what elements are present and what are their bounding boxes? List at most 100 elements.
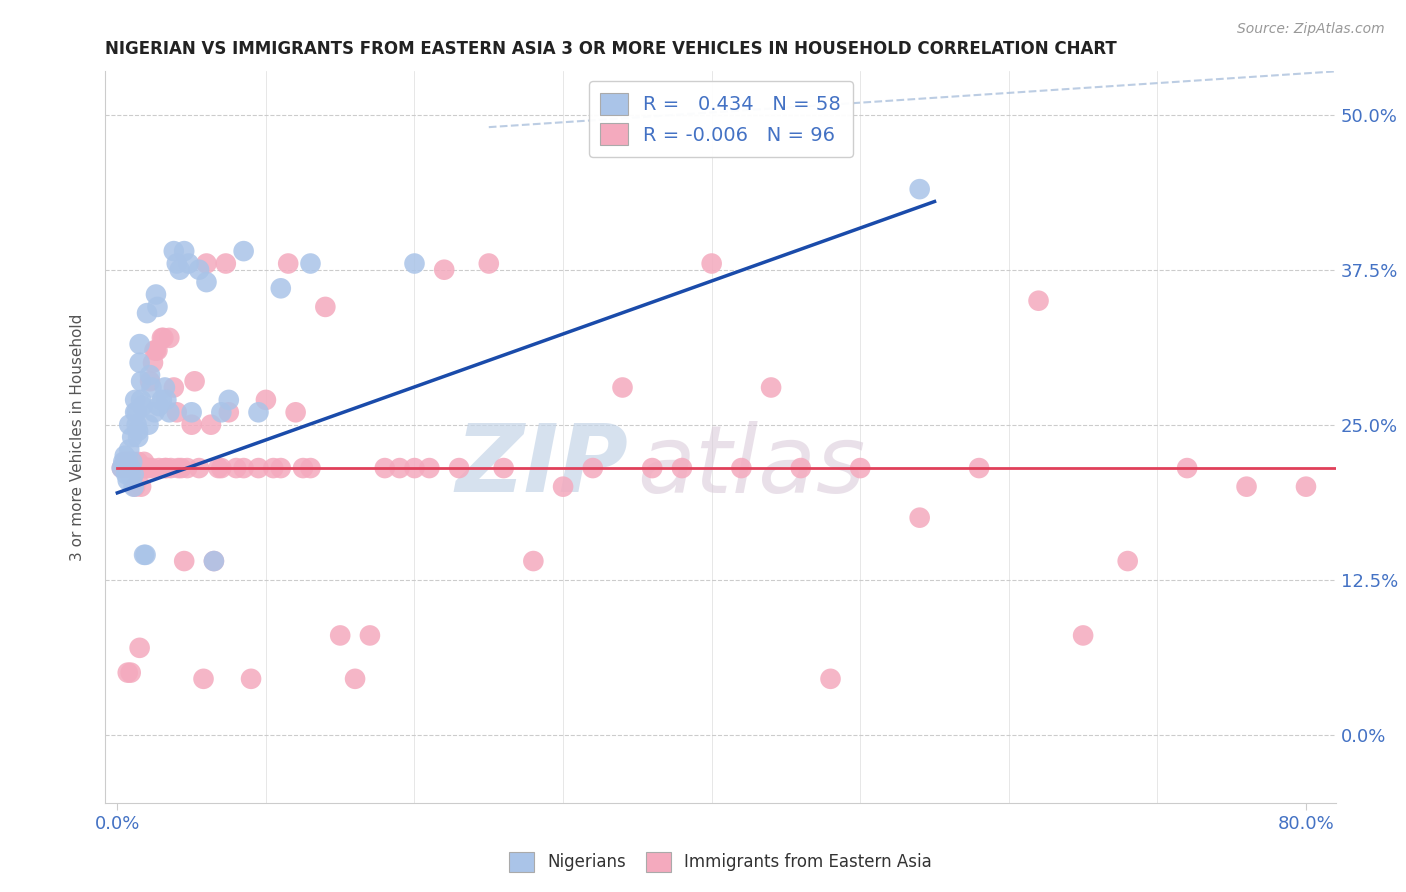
Point [121, 455, 143, 469]
Point [136, 461, 159, 475]
Point [127, 455, 149, 469]
Point [270, 461, 292, 475]
Point [967, 461, 990, 475]
Point [125, 461, 148, 475]
Point [136, 461, 159, 475]
Point [118, 417, 141, 432]
Point [117, 455, 139, 469]
Point [129, 461, 152, 475]
Point [209, 405, 232, 419]
Point [141, 461, 163, 475]
Point [132, 548, 155, 562]
Point [329, 628, 352, 642]
Point [124, 480, 146, 494]
Point [218, 392, 240, 407]
Point [153, 461, 176, 475]
Point [128, 640, 150, 655]
Point [148, 461, 170, 475]
Point [270, 281, 292, 295]
Point [124, 392, 146, 407]
Point [404, 461, 426, 475]
Point [195, 256, 218, 270]
Point [129, 392, 152, 407]
Point [180, 417, 202, 432]
Text: Source: ZipAtlas.com: Source: ZipAtlas.com [1237, 22, 1385, 37]
Point [908, 510, 931, 524]
Point [522, 554, 544, 568]
Point [120, 665, 142, 680]
Point [1236, 480, 1258, 494]
Point [129, 480, 152, 494]
Point [143, 343, 166, 358]
Point [122, 467, 145, 482]
Point [138, 417, 160, 432]
Point [193, 672, 215, 686]
Point [180, 405, 202, 419]
Point [167, 461, 190, 475]
Point [207, 461, 229, 475]
Point [115, 461, 138, 475]
Point [247, 405, 270, 419]
Point [135, 548, 157, 562]
Point [122, 480, 145, 494]
Point [759, 380, 782, 394]
Point [155, 392, 177, 407]
Point [120, 467, 142, 482]
Text: NIGERIAN VS IMMIGRANTS FROM EASTERN ASIA 3 OR MORE VEHICLES IN HOUSEHOLD CORRELA: NIGERIAN VS IMMIGRANTS FROM EASTERN ASIA… [105, 40, 1118, 58]
Point [170, 461, 193, 475]
Legend: Nigerians, Immigrants from Eastern Asia: Nigerians, Immigrants from Eastern Asia [502, 845, 939, 879]
Point [492, 461, 515, 475]
Point [176, 461, 198, 475]
Point [115, 461, 138, 475]
Point [163, 380, 186, 394]
Point [820, 672, 842, 686]
Point [225, 461, 247, 475]
Point [790, 461, 813, 475]
Point [908, 182, 931, 196]
Point [142, 356, 165, 370]
Point [173, 554, 195, 568]
Point [125, 417, 148, 432]
Text: atlas: atlas [637, 421, 865, 512]
Point [131, 399, 153, 413]
Point [404, 256, 426, 270]
Point [132, 455, 155, 469]
Point [114, 455, 136, 469]
Point [254, 392, 277, 407]
Point [292, 461, 315, 475]
Point [145, 287, 167, 301]
Point [1028, 293, 1050, 308]
Point [143, 405, 166, 419]
Point [127, 424, 149, 438]
Point [1071, 628, 1094, 642]
Point [111, 461, 134, 475]
Point [449, 461, 471, 475]
Point [200, 417, 222, 432]
Point [150, 331, 173, 345]
Point [150, 392, 173, 407]
Point [117, 455, 139, 469]
Point [138, 461, 160, 475]
Point [124, 461, 146, 475]
Point [641, 461, 664, 475]
Point [146, 300, 169, 314]
Point [152, 331, 174, 345]
Point [118, 442, 141, 457]
Point [188, 262, 211, 277]
Point [551, 480, 574, 494]
Point [139, 368, 162, 383]
Point [166, 256, 188, 270]
Point [359, 628, 381, 642]
Point [114, 449, 136, 463]
Point [169, 262, 191, 277]
Point [173, 244, 195, 259]
Point [612, 380, 634, 394]
Point [183, 374, 205, 388]
Point [118, 455, 141, 469]
Point [262, 461, 284, 475]
Point [145, 343, 167, 358]
Point [232, 461, 254, 475]
Point [128, 337, 150, 351]
Point [121, 430, 143, 444]
Point [418, 461, 440, 475]
